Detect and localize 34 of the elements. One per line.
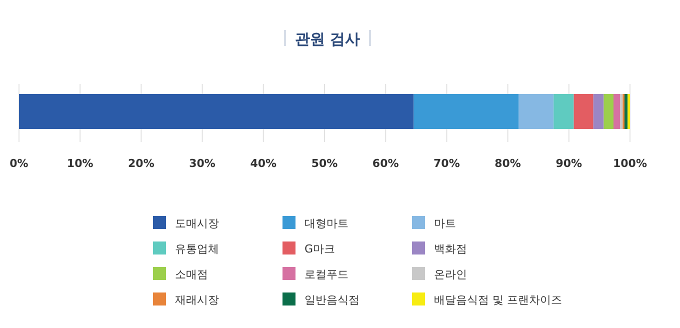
legend-label: 백화점 — [434, 242, 467, 256]
x-tick-label: 30% — [189, 157, 216, 170]
legend-label: 로컬푸드 — [304, 268, 348, 281]
bar — [554, 94, 574, 129]
legend-label: 도매시장 — [175, 217, 219, 230]
x-tick-label: 70% — [434, 157, 460, 170]
x-tick-label: 0% — [10, 157, 28, 170]
bar — [19, 94, 414, 129]
x-tick-label: 80% — [494, 157, 521, 170]
x-tick-label: 10% — [66, 157, 94, 170]
legend-label: 유통업체 — [175, 242, 219, 256]
legend-label: 소매점 — [175, 268, 208, 281]
legend-label: 일반음식점 — [304, 294, 360, 306]
legend-label: G마크 — [304, 242, 336, 256]
bar — [574, 94, 594, 129]
legend-label: 대형마트 — [304, 217, 348, 230]
x-tick-label: 40% — [250, 157, 277, 170]
legend-label: 온라인 — [434, 268, 467, 281]
x-tick-label: 50% — [311, 157, 338, 170]
x-tick-label: 100% — [613, 157, 647, 170]
chart-title: 관원 검사 — [294, 30, 360, 48]
legend-label: 재래시장 — [175, 294, 219, 306]
bar — [604, 94, 614, 129]
x-tick-label: 60% — [372, 157, 399, 170]
bar — [624, 94, 628, 129]
x-tick-label: 20% — [128, 157, 154, 170]
bar — [414, 94, 519, 129]
legend-label: 마트 — [434, 217, 456, 230]
legend-label: 배달음식점 및 프랜차이즈 — [434, 294, 562, 306]
x-tick-label: 90% — [556, 157, 582, 170]
bar — [614, 94, 620, 129]
bar — [518, 94, 554, 129]
bar — [593, 94, 604, 129]
bar — [620, 94, 623, 129]
